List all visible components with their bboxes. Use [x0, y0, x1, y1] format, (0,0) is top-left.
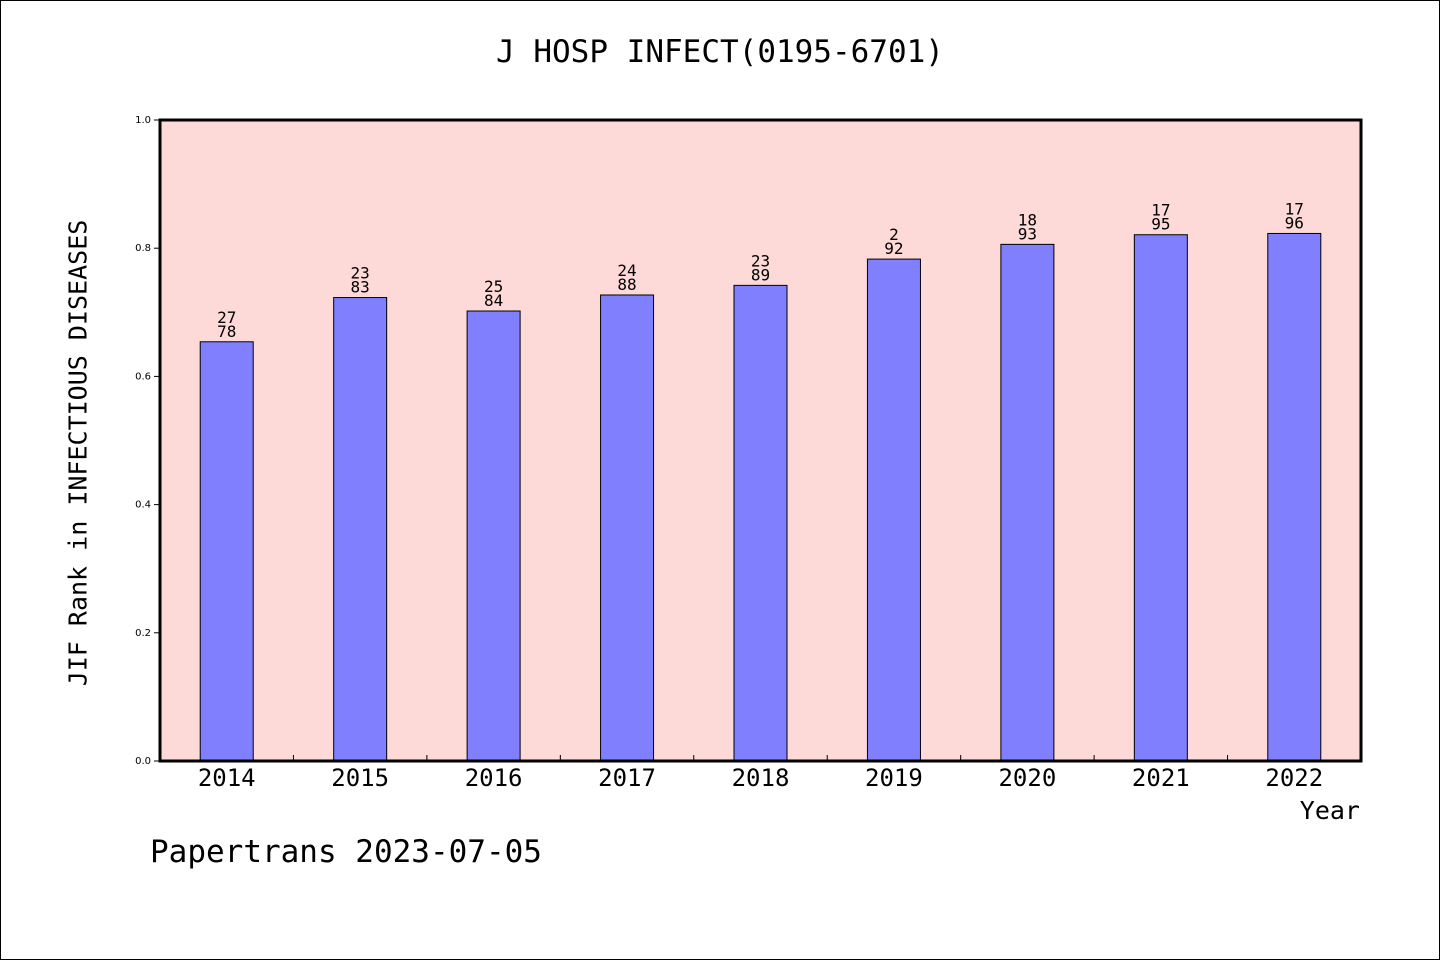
y-tick-label-0.0: 0.0 [135, 756, 151, 767]
x-tick-label-2016: 2016 [465, 764, 523, 792]
y-tick-label-1.0: 1.0 [135, 115, 151, 126]
x-tick-label-2020: 2020 [998, 764, 1056, 792]
y-tick-label-0.2: 0.2 [135, 628, 151, 639]
chart-title: J HOSP INFECT(0195-6701) [496, 34, 944, 70]
bar-rank-label-2016: 25 [484, 277, 503, 296]
bar-2021 [1133, 234, 1188, 762]
bar-2016 [466, 310, 521, 762]
x-tick-label-2019: 2019 [865, 764, 923, 792]
bar-rank-label-2017: 24 [617, 261, 636, 280]
x-tick-label-2015: 2015 [331, 764, 389, 792]
bar-rank-label-2019: 2 [889, 225, 899, 244]
bar-2020 [1000, 243, 1055, 762]
bar-rank-label-2014: 27 [217, 308, 236, 327]
bar-total-label-2021: 95 [1151, 215, 1170, 234]
bar-total-label-2016: 84 [484, 291, 503, 310]
bar-total-label-2019: 92 [884, 239, 903, 258]
plot-border [158, 118, 1363, 763]
axes-group: 2014 2015 2016 2017 2018 2019 2020 2021 2022 0.0 0… [135, 115, 1323, 792]
bar-2022 [1267, 232, 1322, 762]
bar-total-label-2017: 88 [617, 275, 636, 294]
bar-rank-label-2021: 17 [1151, 201, 1170, 220]
bar-2018 [733, 284, 788, 762]
bar-2014 [199, 341, 254, 762]
bar-total-label-2015: 83 [351, 278, 370, 297]
bar-2015 [333, 297, 388, 762]
bar-rank-label-2015: 23 [351, 264, 370, 283]
y-tick-label-0.8: 0.8 [135, 243, 151, 254]
x-tick-label-2017: 2017 [598, 764, 656, 792]
bar-rank-label-2020: 18 [1018, 210, 1037, 229]
y-tick-label-0.6: 0.6 [135, 371, 151, 382]
bar-2019 [866, 258, 921, 762]
bar-rank-label-2018: 23 [751, 251, 770, 270]
bar-total-label-2018: 89 [751, 265, 770, 284]
bar-total-label-2014: 78 [217, 322, 236, 341]
bar-total-label-2022: 96 [1285, 213, 1304, 232]
x-tick-label-2021: 2021 [1132, 764, 1190, 792]
bars-group [199, 232, 1322, 762]
x-tick-label-2014: 2014 [198, 764, 256, 792]
bar-2017 [600, 294, 655, 762]
bar-total-label-2020: 93 [1018, 224, 1037, 243]
x-tick-label-2022: 2022 [1265, 764, 1323, 792]
x-tick-label-2018: 2018 [732, 764, 790, 792]
x-axis-label: Year [1299, 796, 1360, 825]
footer-credit: Papertrans 2023-07-05 [150, 834, 542, 870]
bar-rank-label-2022: 17 [1285, 199, 1304, 218]
y-tick-label-0.4: 0.4 [135, 500, 151, 511]
